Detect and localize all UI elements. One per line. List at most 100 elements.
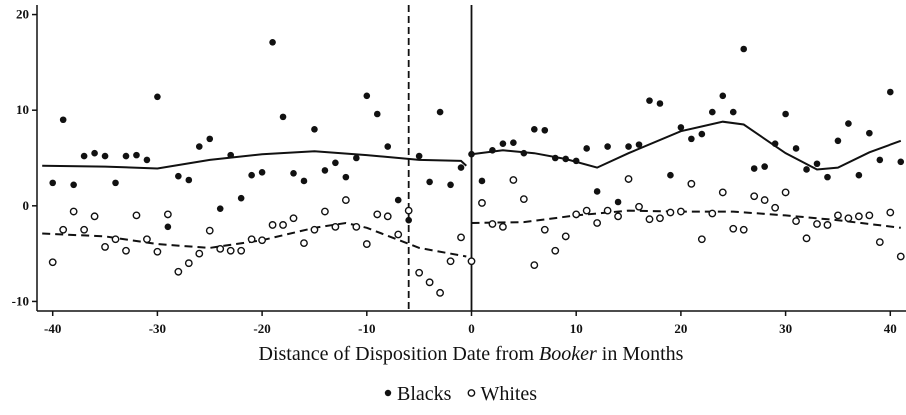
- point: [468, 150, 475, 158]
- point: [666, 208, 675, 217]
- point: [342, 173, 350, 181]
- y-tick-label: 0: [23, 198, 30, 213]
- point: [205, 226, 214, 235]
- point: [258, 169, 266, 176]
- point: [90, 212, 99, 221]
- point: [175, 172, 182, 180]
- x-tick-label: 0: [468, 321, 475, 336]
- point: [111, 235, 120, 244]
- point: [300, 177, 308, 185]
- point: [604, 143, 611, 150]
- point: [593, 188, 601, 195]
- point: [457, 164, 465, 171]
- point: [248, 171, 255, 179]
- point: [447, 181, 454, 189]
- point: [645, 215, 654, 224]
- point: [353, 154, 360, 162]
- point: [896, 252, 905, 261]
- point: [279, 113, 287, 121]
- point: [698, 130, 706, 138]
- point: [341, 196, 350, 204]
- point: [782, 110, 789, 118]
- point: [792, 217, 800, 226]
- x-axis-label-part: Distance of Disposition Date from: [259, 343, 535, 365]
- point: [718, 188, 727, 197]
- point: [709, 108, 716, 116]
- point: [227, 151, 234, 159]
- point: [269, 38, 276, 46]
- point: [540, 225, 549, 234]
- point: [855, 171, 863, 179]
- point: [80, 225, 89, 234]
- point: [761, 163, 768, 170]
- point: [352, 222, 361, 231]
- point: [332, 159, 339, 167]
- point: [520, 149, 528, 157]
- y-tick-label: 10: [16, 102, 29, 117]
- point: [771, 140, 779, 147]
- point: [247, 235, 256, 244]
- point: [478, 177, 486, 185]
- point: [603, 206, 612, 215]
- point: [551, 246, 560, 255]
- point: [363, 92, 371, 100]
- point: [750, 165, 758, 172]
- point: [499, 140, 507, 147]
- point: [425, 278, 434, 287]
- point: [708, 209, 717, 218]
- x-tick-label: 20: [674, 321, 687, 336]
- point: [499, 222, 507, 231]
- point: [446, 257, 455, 266]
- point: [582, 206, 591, 215]
- point: [897, 158, 905, 166]
- point: [845, 120, 852, 127]
- point: [69, 207, 78, 216]
- point: [185, 176, 193, 184]
- point: [310, 225, 319, 234]
- point: [551, 154, 559, 162]
- fit-line: [42, 120, 902, 171]
- point: [792, 145, 800, 152]
- point: [865, 211, 874, 220]
- point: [489, 147, 496, 154]
- point: [426, 178, 433, 186]
- point: [750, 192, 759, 201]
- point: [656, 100, 664, 107]
- point: [101, 243, 109, 251]
- point: [510, 139, 517, 146]
- point: [687, 179, 696, 188]
- point: [321, 167, 329, 174]
- point: [530, 261, 539, 269]
- point: [415, 152, 423, 160]
- point: [886, 208, 895, 217]
- point: [133, 151, 140, 159]
- point: [91, 149, 98, 157]
- point: [163, 210, 172, 219]
- x-tick-label: -30: [149, 321, 166, 336]
- point: [467, 257, 476, 266]
- point: [635, 141, 643, 148]
- point: [70, 181, 77, 189]
- point: [436, 288, 444, 297]
- point: [876, 156, 884, 164]
- x-tick-label: 30: [779, 321, 792, 336]
- point: [740, 45, 748, 53]
- legend-label: Blacks: [397, 383, 452, 405]
- point: [122, 152, 130, 160]
- point: [624, 175, 633, 183]
- point: [48, 258, 57, 267]
- point: [813, 220, 821, 228]
- point: [854, 212, 863, 221]
- point: [593, 219, 602, 227]
- point: [59, 225, 68, 234]
- point: [875, 238, 884, 247]
- point: [122, 246, 130, 255]
- x-axis-label-italic: Booker: [539, 343, 597, 365]
- point: [101, 152, 109, 160]
- point: [164, 223, 172, 231]
- point: [373, 210, 382, 219]
- point: [112, 179, 119, 187]
- point: [321, 207, 329, 216]
- point: [760, 196, 769, 204]
